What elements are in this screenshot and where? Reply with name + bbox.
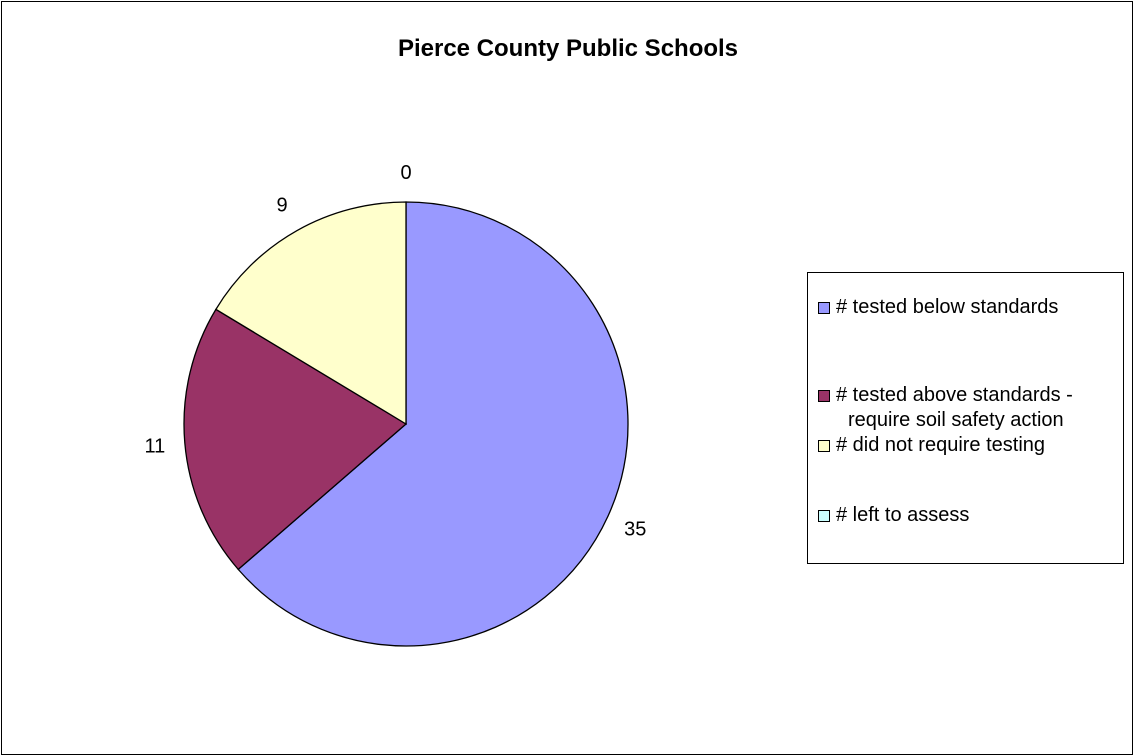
data-label-tested-above: 11 <box>145 436 166 458</box>
legend-swatch-tested-above <box>818 390 830 402</box>
legend-label-tested-above: # tested above standards - require soil … <box>836 384 1073 431</box>
data-label-left-to-assess: 0 <box>400 162 411 184</box>
legend-label-did-not-require: # did not require testing <box>836 434 1046 456</box>
pie-slice-tested-below <box>237 201 629 647</box>
legend-label-tested-below: # tested below standards <box>836 296 1059 318</box>
pie-slice-did-not-require <box>214 201 407 426</box>
data-label-tested-below: 35 <box>624 519 646 541</box>
legend-label-left-to-assess: # left to assess <box>836 504 970 526</box>
legend-swatch-did-not-require <box>818 440 830 452</box>
data-label-did-not-require: 9 <box>277 195 288 217</box>
legend-swatch-tested-below <box>818 302 830 314</box>
legend: # tested below standards # tested above … <box>807 272 1124 564</box>
chart-title: Pierce County Public Schools <box>397 35 739 62</box>
pie-slice-tested-above <box>183 308 408 571</box>
legend-swatch-left-to-assess <box>818 510 830 522</box>
